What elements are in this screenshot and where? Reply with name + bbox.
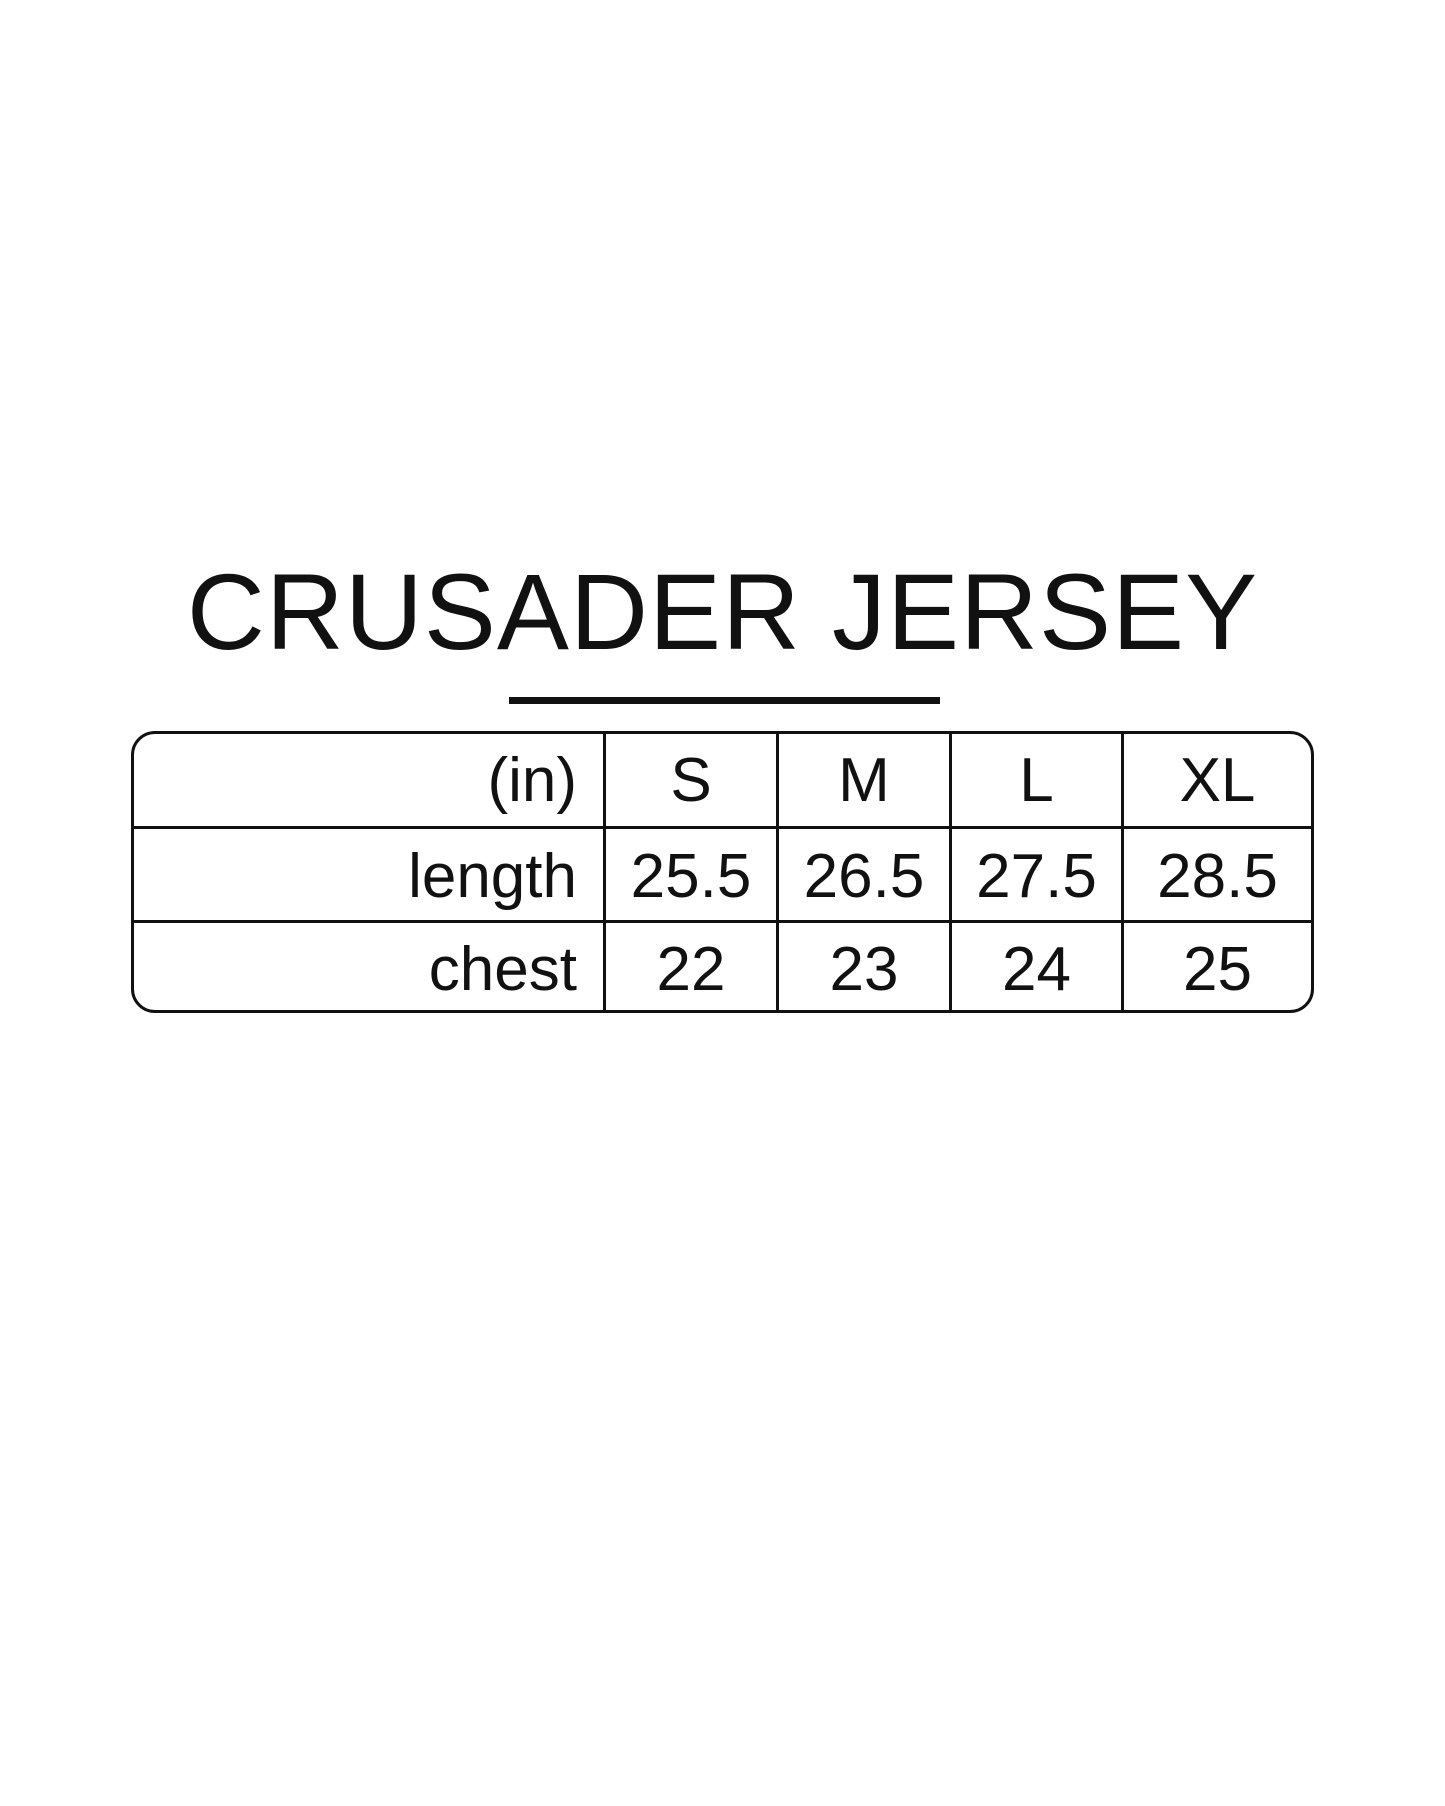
table-cell: 25 — [1121, 923, 1311, 1010]
row-label: length — [408, 841, 577, 911]
size-header: M — [776, 734, 949, 826]
size-chart-table: (in) S M L XL length 25.5 26.5 27.5 28.5… — [131, 731, 1314, 1013]
size-header: S — [603, 734, 776, 826]
page-title: CRUSADER JERSEY — [186, 551, 1259, 672]
table-row: length 25.5 26.5 27.5 28.5 — [134, 826, 1311, 923]
table-cell: 22 — [603, 923, 776, 1010]
table-cell: 24 — [949, 923, 1121, 1010]
table-cell: 27.5 — [949, 829, 1121, 923]
table-row: chest 22 23 24 25 — [134, 920, 1311, 1010]
size-header: L — [949, 734, 1121, 826]
table-cell: 25.5 — [603, 829, 776, 923]
header-row: (in) S M L XL — [134, 734, 1311, 826]
table-cell: 23 — [776, 923, 949, 1010]
row-label: chest — [428, 935, 577, 1004]
table-cell: 28.5 — [1121, 829, 1311, 923]
table-cell: 26.5 — [776, 829, 949, 923]
unit-label: (in) — [487, 745, 577, 815]
title-underline — [509, 697, 940, 704]
size-header: XL — [1121, 734, 1311, 826]
